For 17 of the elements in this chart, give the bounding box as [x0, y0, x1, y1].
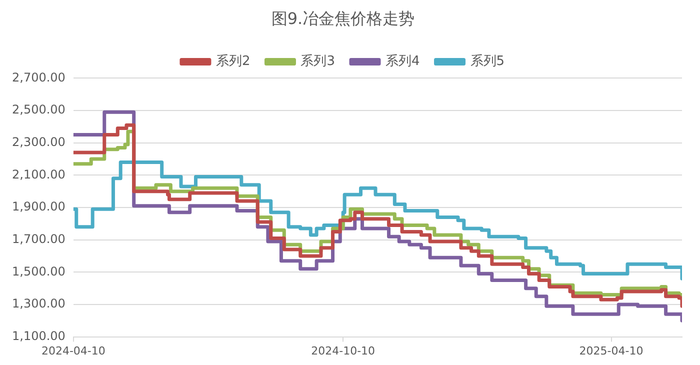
- y-tick-label: 2,700.00: [12, 70, 66, 84]
- y-tick-label: 1,700.00: [12, 232, 66, 246]
- legend-label: 系列5: [470, 54, 505, 70]
- x-tick-label: 2024-04-10: [41, 344, 106, 358]
- y-tick-label: 1,500.00: [12, 264, 66, 278]
- legend-label: 系列3: [300, 54, 336, 70]
- y-tick-label: 1,900.00: [12, 200, 66, 214]
- x-tick-label: 2024-10-10: [311, 344, 376, 358]
- x-tick-label: 2025-04-10: [579, 344, 644, 358]
- legend-label: 系列2: [216, 54, 250, 70]
- chart-title: 图9.冶金焦价格走势: [271, 8, 415, 28]
- legend-label: 系列4: [386, 54, 420, 70]
- y-tick-label: 2,300.00: [12, 134, 66, 149]
- y-tick-label: 2,100.00: [12, 167, 66, 182]
- y-tick-label: 1,100.00: [12, 328, 66, 343]
- y-tick-label: 1,300.00: [12, 296, 66, 311]
- y-tick-label: 2,500.00: [12, 102, 66, 117]
